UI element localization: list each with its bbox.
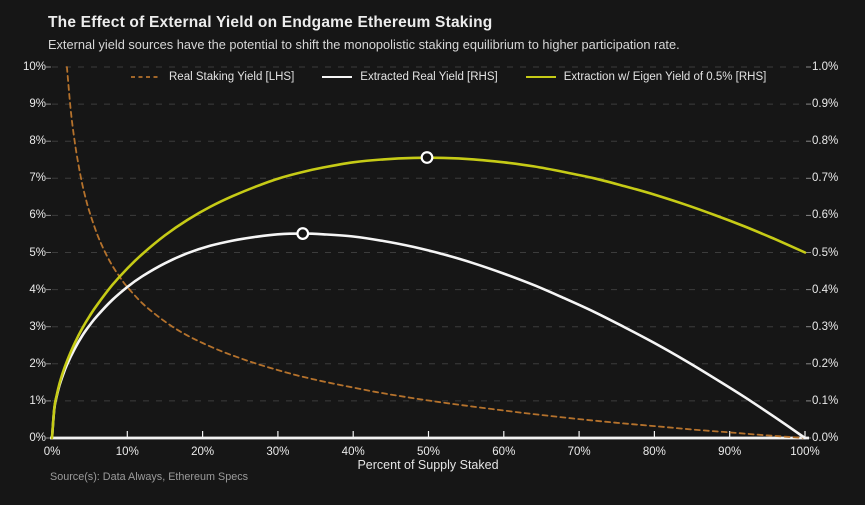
left-tick-label: 10% [22, 61, 46, 73]
x-tick-label: 0% [43, 446, 61, 458]
right-tick-label: 0.7% [812, 172, 839, 185]
right-tick-label: 0.1% [812, 394, 839, 407]
x-tick-label: 100% [790, 446, 820, 458]
right-tick-label: 0.4% [812, 283, 839, 296]
x-tick-label: 80% [642, 446, 666, 458]
legend-item-label: Extracted Real Yield [RHS] [360, 71, 498, 83]
right-tick-label: 0.3% [812, 320, 839, 333]
right-tick-label: 0.5% [812, 246, 839, 259]
right-tick-label: 0.2% [812, 357, 839, 370]
x-tick-label: 60% [492, 446, 516, 458]
chart-subtitle: External yield sources have the potentia… [48, 37, 680, 52]
equilibrium-marker [296, 227, 310, 240]
x-tick-label: 40% [341, 446, 365, 458]
x-axis-title: Percent of Supply Staked [357, 458, 499, 472]
left-tick-label: 8% [29, 135, 46, 148]
x-axis-line [50, 436, 809, 440]
legend-item: Real Staking Yield [LHS] [130, 71, 294, 83]
x-tick-label: 30% [266, 446, 290, 458]
series-line-left-dashed [66, 66, 806, 439]
dashed-line-swatch-icon [131, 76, 161, 78]
left-tick-label: 1% [29, 394, 46, 407]
left-tick-label: 2% [29, 357, 46, 370]
right-tick-label: 0.0% [812, 432, 839, 444]
legend-item: Extracted Real Yield [RHS] [321, 71, 498, 83]
x-tick-label: 10% [115, 446, 139, 458]
left-tick-label: 6% [29, 209, 46, 222]
x-tick-label: 70% [567, 446, 591, 458]
right-tick-label: 0.6% [812, 209, 839, 222]
equilibrium-marker [420, 151, 434, 164]
x-tick-label: 50% [416, 446, 441, 458]
solid-line-swatch-icon [322, 76, 353, 78]
source-note: Source(s): Data Always, Ethereum Specs [50, 471, 249, 483]
chart-title: The Effect of External Yield on Endgame … [48, 14, 493, 31]
series-line-right-solid [50, 232, 807, 440]
solid-line-swatch-icon [525, 76, 556, 78]
left-tick-label: 0% [29, 432, 46, 444]
right-tick-label: 0.9% [812, 98, 839, 111]
left-tick-label: 5% [29, 246, 46, 259]
legend: Real Staking Yield [LHS] Extracted Real Y… [130, 71, 766, 83]
left-tick-label: 3% [29, 320, 46, 333]
legend-item: Extraction w/ Eigen Yield of 0.5% [RHS] [525, 71, 767, 83]
right-tick-label: 0.8% [812, 135, 839, 148]
legend-item-label: Real Staking Yield [LHS] [169, 71, 295, 83]
x-tick-label: 20% [191, 446, 215, 458]
left-tick-label: 9% [29, 98, 46, 111]
legend-item-label: Extraction w/ Eigen Yield of 0.5% [RHS] [563, 71, 767, 83]
series-line-right-solid [50, 156, 807, 440]
left-tick-label: 7% [29, 172, 46, 185]
left-tick-label: 4% [29, 283, 46, 296]
right-tick-label: 1.0% [812, 61, 839, 73]
x-tick-label: 90% [718, 446, 742, 458]
